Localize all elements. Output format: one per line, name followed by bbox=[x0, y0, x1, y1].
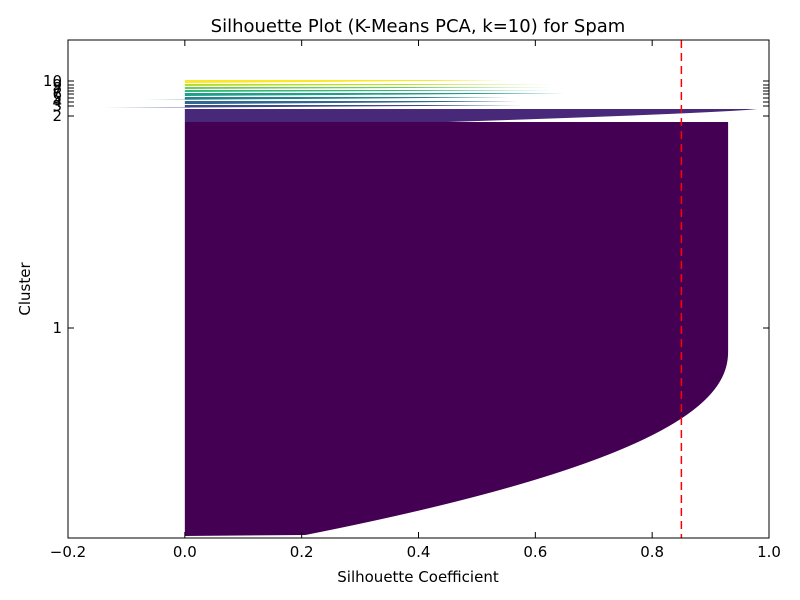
y-tick-label: 8 bbox=[52, 79, 62, 97]
cluster-8-silhouette bbox=[184, 87, 553, 89]
y-tick-label: 3 bbox=[52, 97, 62, 115]
cluster-6-silhouette bbox=[184, 93, 565, 96]
x-axis-label: Silhouette Coefficient bbox=[337, 568, 499, 586]
y-tick-label: 2 bbox=[52, 107, 62, 125]
cluster-7-silhouette bbox=[184, 90, 553, 92]
cluster-4-silhouette bbox=[184, 101, 518, 104]
silhouette-bars bbox=[103, 80, 758, 538]
x-tick-label: 0.4 bbox=[407, 543, 431, 561]
y-tick-label: 6 bbox=[52, 85, 62, 103]
x-axis-ticks: −0.2 0.0 0.2 0.4 0.6 0.8 1.0 bbox=[50, 40, 781, 561]
y-tick-label: 4 bbox=[52, 93, 62, 111]
cluster-3-silhouette bbox=[103, 105, 524, 108]
cluster-5-silhouette bbox=[143, 97, 512, 100]
y-tick-label: 10 bbox=[43, 72, 62, 90]
y-tick-label: 5 bbox=[52, 89, 62, 107]
y-tick-label: 1 bbox=[52, 319, 62, 337]
y-tick-label: 9 bbox=[52, 76, 62, 94]
x-tick-label: 0.2 bbox=[290, 543, 314, 561]
cluster-9-silhouette bbox=[184, 84, 553, 86]
cluster-1-silhouette bbox=[184, 122, 729, 538]
x-tick-label: 0.6 bbox=[523, 543, 547, 561]
y-tick-label: 7 bbox=[52, 82, 62, 100]
x-tick-label: 0.8 bbox=[640, 543, 664, 561]
x-tick-label: 0.0 bbox=[173, 543, 197, 561]
cluster-10-silhouette bbox=[184, 80, 507, 83]
y-axis-label: Cluster bbox=[16, 262, 34, 316]
chart-title: Silhouette Plot (K-Means PCA, k=10) for … bbox=[211, 16, 626, 37]
x-tick-label: −0.2 bbox=[50, 543, 86, 561]
x-tick-label: 1.0 bbox=[757, 543, 781, 561]
cluster-2-silhouette bbox=[184, 109, 758, 122]
